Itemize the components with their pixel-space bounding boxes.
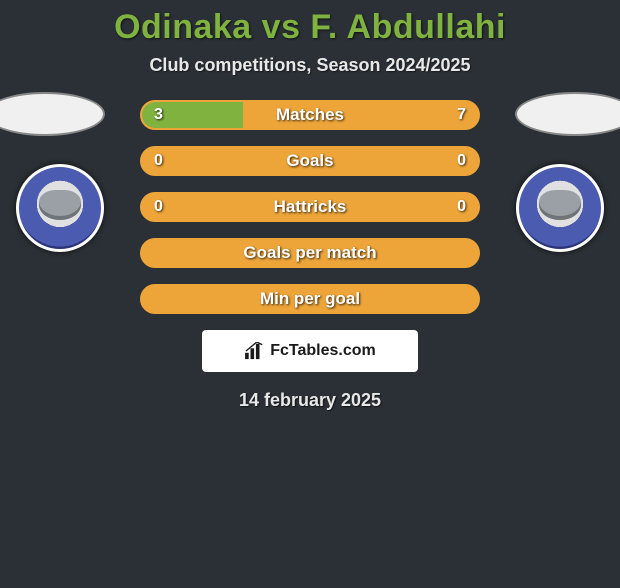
player-right-avatar — [515, 92, 620, 136]
stat-value-left: 0 — [154, 152, 163, 170]
stat-row-hattricks: 0 Hattricks 0 — [140, 192, 480, 222]
stat-row-min-per-goal: Min per goal — [140, 284, 480, 314]
stat-label: Matches — [276, 105, 344, 125]
stat-value-right: 0 — [457, 198, 466, 216]
club-badge-right-icon — [516, 164, 604, 252]
stat-value-left: 0 — [154, 198, 163, 216]
stat-row-goals: 0 Goals 0 — [140, 146, 480, 176]
stat-row-goals-per-match: Goals per match — [140, 238, 480, 268]
bar-chart-icon — [244, 342, 266, 360]
page-subtitle: Club competitions, Season 2024/2025 — [0, 55, 620, 76]
stats-bars: 3 Matches 7 0 Goals 0 0 Hattricks 0 Goal… — [140, 100, 480, 314]
stat-label: Goals per match — [243, 243, 376, 263]
page-title: Odinaka vs F. Abdullahi — [0, 8, 620, 47]
brand-badge: FcTables.com — [202, 330, 418, 372]
footer-date: 14 february 2025 — [0, 390, 620, 411]
stat-value-left: 3 — [154, 106, 163, 124]
stat-row-matches: 3 Matches 7 — [140, 100, 480, 130]
comparison-stage: 3 Matches 7 0 Goals 0 0 Hattricks 0 Goal… — [0, 100, 620, 411]
stat-label: Hattricks — [274, 197, 347, 217]
club-badge-left-icon — [16, 164, 104, 252]
stat-value-right: 7 — [457, 106, 466, 124]
stat-label: Goals — [286, 151, 333, 171]
player-left-avatar — [0, 92, 105, 136]
stat-value-right: 0 — [457, 152, 466, 170]
stat-label: Min per goal — [260, 289, 360, 309]
brand-text: FcTables.com — [270, 342, 376, 360]
